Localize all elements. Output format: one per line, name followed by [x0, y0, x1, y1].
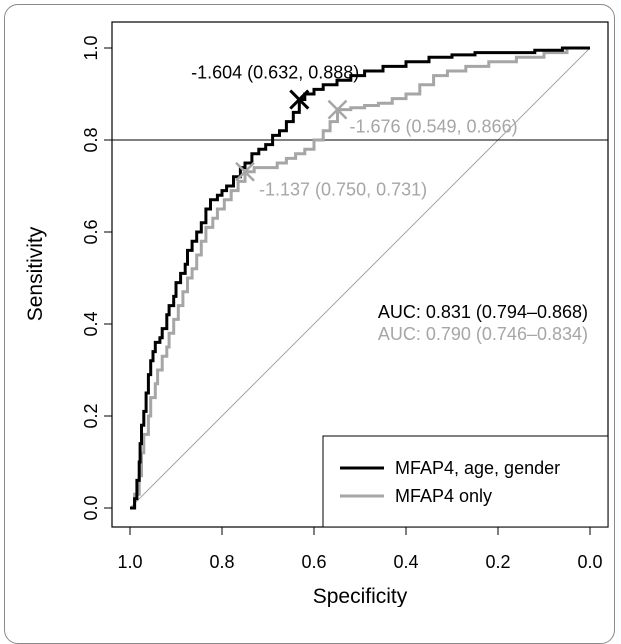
y-tick-label: 0.6 — [81, 219, 101, 244]
y-tick-label: 0.8 — [81, 127, 101, 152]
x-tick-label: 0.0 — [577, 552, 602, 572]
auc-label: AUC: 0.831 (0.794–0.868) — [378, 302, 588, 322]
x-tick-label: 0.2 — [485, 552, 510, 572]
legend-label: MFAP4 only — [395, 486, 492, 506]
x-tick-label: 0.8 — [209, 552, 234, 572]
y-axis-label: Sensitivity — [24, 226, 47, 321]
legend-label: MFAP4, age, gender — [395, 458, 560, 478]
cutoff-annotation: -1.676 (0.549, 0.866) — [349, 117, 517, 137]
x-tick-label: 1.0 — [117, 552, 142, 572]
x-tick-label: 0.4 — [393, 552, 418, 572]
chance-diagonal — [129, 47, 591, 509]
y-tick-label: 1.0 — [81, 35, 101, 60]
roc-curve-mfap4-only — [130, 46, 590, 510]
y-tick-label: 0.2 — [81, 403, 101, 428]
auc-label: AUC: 0.790 (0.746–0.834) — [378, 324, 588, 344]
x-tick-label: 0.6 — [301, 552, 326, 572]
y-tick-label: 0.4 — [81, 311, 101, 336]
cutoff-annotation: -1.137 (0.750, 0.731) — [259, 180, 427, 200]
roc-chart: 1.0 0.8 0.6 0.4 0.2 0.0 0.0 0.2 0.4 0.6 0.8 1.0 Sp… — [24, 21, 609, 607]
legend-box — [322, 435, 609, 528]
x-axis-label: Specificity — [313, 585, 408, 607]
cutoff-marker — [235, 161, 255, 182]
y-tick-label: 0.0 — [81, 495, 101, 520]
cutoff-marker — [327, 99, 348, 120]
cutoff-marker — [289, 89, 310, 110]
legend: MFAP4, age, gender MFAP4 only — [322, 435, 609, 528]
roc-curve-mfap4-age-gender — [130, 46, 590, 510]
cutoff-annotation: -1.604 (0.632, 0.888) — [191, 63, 359, 83]
